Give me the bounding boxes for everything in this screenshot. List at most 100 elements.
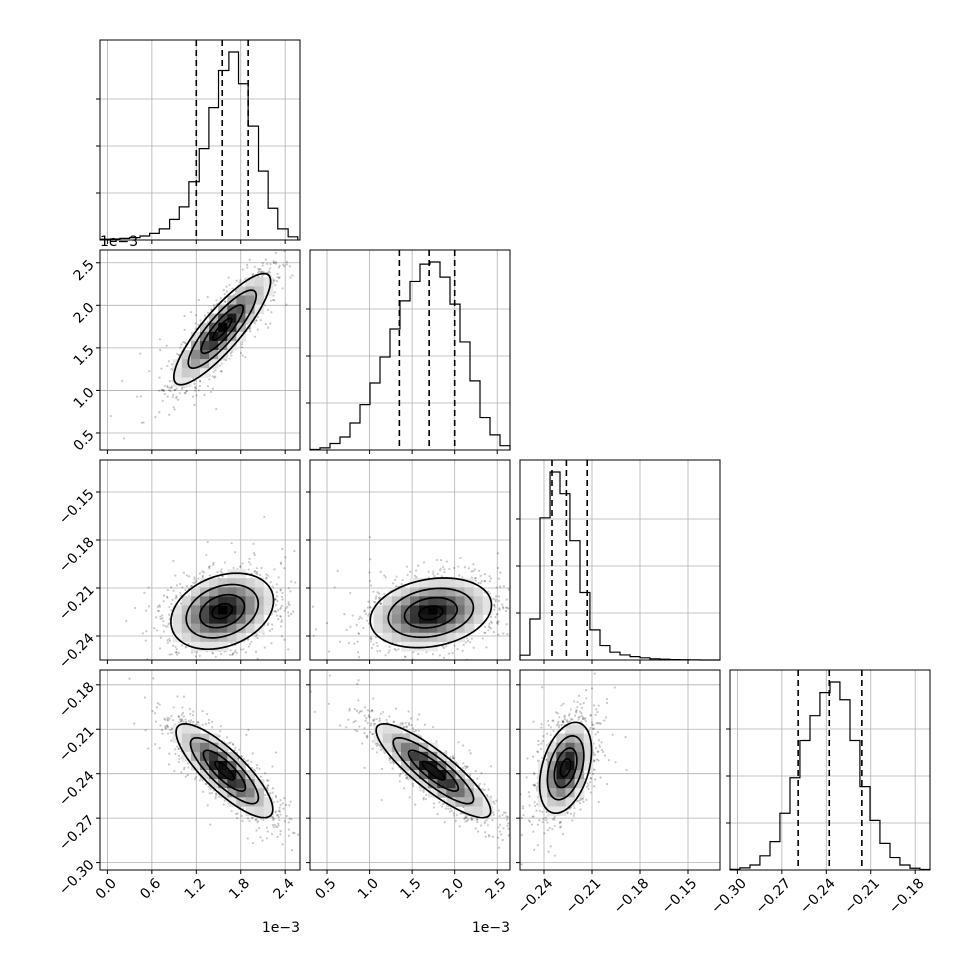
scatter-point — [289, 276, 292, 279]
scatter-point — [487, 629, 490, 632]
scatter-point — [214, 792, 218, 795]
scatter-point — [158, 376, 161, 379]
density-cell — [464, 578, 475, 588]
scatter-point — [283, 567, 286, 570]
scatter-point — [533, 772, 536, 775]
scatter-point — [470, 818, 473, 821]
scatter-point — [272, 817, 276, 820]
scatter-point — [536, 844, 539, 847]
scatter-point — [394, 578, 397, 582]
scatter-point — [173, 408, 176, 411]
scatter-point — [244, 356, 247, 359]
scatter-point — [584, 717, 587, 720]
scatter-point — [527, 819, 531, 822]
scatter-point — [379, 602, 382, 605]
scatter-point — [484, 835, 487, 838]
scatter-point — [274, 794, 277, 797]
density-cell — [190, 641, 201, 652]
scatter-point — [498, 814, 501, 818]
scatter-point — [502, 811, 506, 814]
scatter-point — [498, 607, 501, 610]
density-cell — [227, 331, 237, 342]
scatter-point — [279, 244, 281, 246]
scatter-point — [363, 727, 366, 730]
density-cell — [464, 587, 475, 597]
scatter-point — [571, 718, 574, 721]
density-cell — [455, 632, 466, 643]
scatter-point — [463, 566, 466, 569]
scatter-point — [368, 571, 371, 574]
scatter-point — [264, 258, 267, 261]
scatter-point — [593, 759, 596, 762]
density-cell — [200, 770, 210, 780]
scatter-point — [392, 582, 395, 585]
density-cell — [227, 322, 237, 333]
scatter-point — [589, 791, 592, 794]
density-shading — [172, 724, 274, 816]
scatter-point — [452, 757, 455, 760]
scatter-point — [263, 230, 265, 232]
density-cell — [245, 806, 256, 816]
scatter-point — [279, 562, 283, 565]
scatter-point — [517, 616, 519, 618]
scatter-point — [197, 323, 200, 326]
scatter-point — [215, 408, 218, 411]
density-cell — [209, 359, 219, 369]
scatter-point — [368, 536, 371, 539]
scatter-point — [581, 717, 584, 720]
scatter-point — [255, 763, 259, 767]
scatter-point — [467, 567, 470, 570]
scatter-point — [422, 798, 425, 801]
scatter-point — [265, 837, 269, 840]
scatter-point — [540, 742, 543, 745]
scatter-point — [206, 540, 209, 544]
scatter-point — [271, 815, 274, 818]
scatter-point — [375, 751, 379, 754]
scatter-point — [496, 836, 500, 839]
scatter-point — [270, 311, 273, 314]
scatter-point — [266, 830, 269, 833]
density-cell — [482, 596, 493, 606]
scatter-point — [435, 558, 439, 562]
scatter-point — [385, 718, 388, 721]
scatter-point — [483, 631, 486, 634]
density-cell — [227, 596, 237, 606]
scatter-point — [327, 702, 330, 705]
scatter-point — [236, 816, 239, 820]
y-tick-label: −0.24 — [56, 768, 98, 810]
scatter-point — [388, 756, 391, 759]
scatter-point — [215, 793, 218, 796]
scatter-point — [278, 819, 281, 822]
scatter-point — [218, 364, 221, 367]
density-cell — [410, 751, 420, 762]
scatter-point — [208, 574, 211, 577]
density-cell — [400, 596, 411, 606]
scatter-point — [170, 731, 173, 734]
scatter-point — [219, 297, 222, 300]
scatter-point — [489, 627, 493, 630]
scatter-point — [285, 260, 289, 263]
scatter-point — [624, 736, 627, 739]
scatter-point — [459, 812, 462, 815]
scatter-point — [259, 270, 262, 274]
scatter-point — [219, 725, 223, 728]
scatter-point — [563, 714, 566, 717]
x-tick-label: −0.21 — [563, 875, 605, 917]
scatter-point — [287, 600, 290, 604]
scatter-point — [493, 802, 496, 805]
scatter-point — [339, 724, 342, 727]
scatter-point — [184, 662, 186, 664]
scatter-point — [524, 587, 526, 589]
scatter-point — [240, 814, 243, 817]
scatter-point — [260, 661, 262, 663]
density-cell — [419, 587, 429, 597]
scatter-point — [180, 713, 183, 716]
scatter-point — [461, 744, 465, 747]
density-cell — [236, 760, 246, 771]
x-tick-label: −0.18 — [886, 875, 928, 917]
density-cell — [209, 578, 219, 588]
scatter-point — [595, 708, 598, 711]
scatter-point — [587, 784, 590, 787]
scatter-point — [580, 720, 583, 723]
scatter-point — [259, 573, 262, 577]
